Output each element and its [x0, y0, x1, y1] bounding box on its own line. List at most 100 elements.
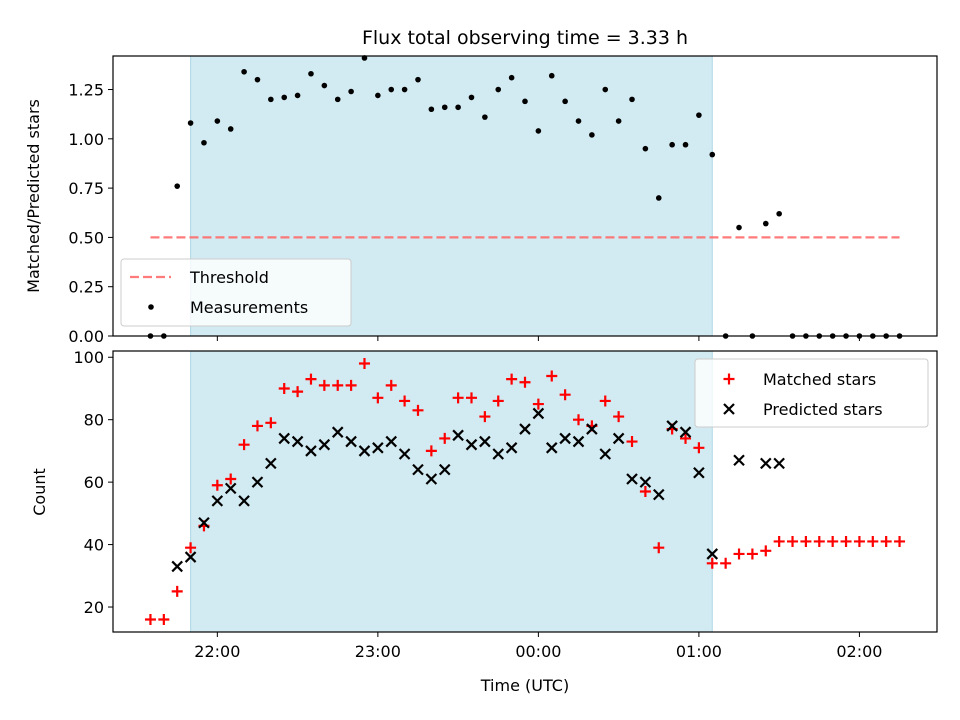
- measurement-point: [294, 92, 301, 99]
- predicted-star-point: [545, 442, 558, 454]
- x-tick-label: 22:00: [194, 642, 240, 661]
- measurement-point: [455, 104, 461, 111]
- matched-star-point: [773, 535, 785, 547]
- measurement-point: [562, 98, 568, 105]
- predicted-star-point: [305, 445, 317, 457]
- x-tick-label: 02:00: [836, 642, 882, 661]
- measurement-point: [441, 104, 448, 111]
- bottom-y-tick-label: 40: [84, 536, 104, 555]
- top-y-tick-label: 1.25: [68, 81, 104, 100]
- measurement-point: [428, 106, 435, 113]
- matched-star-point: [372, 392, 384, 404]
- measurement-point: [642, 145, 649, 152]
- top-y-tick-label: 0.00: [68, 327, 104, 346]
- predicted-star-point: [425, 473, 438, 485]
- legend-matched-swatch: [723, 373, 735, 385]
- matched-star-point: [639, 486, 651, 497]
- measurement-point: [482, 114, 488, 120]
- matched-star-point: [733, 548, 745, 560]
- measurement-point: [241, 68, 247, 75]
- predicted-star-point: [412, 463, 424, 476]
- matched-star-point: [332, 379, 344, 391]
- matched-star-point: [813, 535, 825, 547]
- measurement-point: [334, 96, 341, 103]
- predicted-star-point: [599, 448, 612, 460]
- matched-star-point: [720, 557, 732, 569]
- measurement-point: [308, 70, 314, 77]
- matched-star-point: [399, 395, 411, 407]
- predicted-star-point: [291, 435, 304, 448]
- predicted-star-point: [773, 457, 785, 470]
- measurement-point: [281, 94, 288, 101]
- matched-star-point: [559, 389, 571, 401]
- predicted-star-point: [760, 457, 772, 470]
- measurement-point: [321, 82, 328, 89]
- measurement-point: [736, 224, 742, 231]
- bottom-y-tick-label: 20: [84, 598, 104, 617]
- predicted-star-point: [572, 435, 585, 448]
- matched-star-point: [760, 545, 772, 557]
- matched-star-point: [278, 382, 290, 394]
- matched-star-point: [853, 535, 865, 547]
- bottom-y-tick-label: 100: [73, 348, 104, 367]
- matched-star-point: [653, 542, 665, 554]
- measurement-point: [201, 139, 207, 146]
- measurement-point: [375, 92, 381, 99]
- measurement-point: [388, 86, 395, 93]
- matched-star-point: [238, 439, 250, 451]
- measurement-point: [401, 86, 408, 93]
- matched-star-point: [265, 417, 277, 429]
- matched-star-point: [292, 386, 304, 398]
- predicted-star-point: [224, 482, 237, 495]
- measurement-point: [629, 96, 635, 103]
- bottom-y-axis-label: Count: [30, 468, 49, 516]
- bottom-series-matched-stars: [144, 357, 906, 626]
- matched-star-point: [827, 535, 839, 547]
- predicted-star-point: [532, 407, 545, 420]
- matched-star-point: [506, 373, 518, 385]
- matched-star-point: [345, 379, 357, 391]
- predicted-star-point: [519, 423, 531, 435]
- measurement-point: [589, 132, 595, 138]
- matched-star-point: [144, 614, 156, 626]
- measurement-point: [348, 88, 354, 95]
- top-y-tick-label: 0.75: [68, 179, 104, 198]
- x-tick-label: 01:00: [676, 642, 722, 661]
- predicted-star-point: [679, 426, 692, 438]
- measurement-point: [254, 76, 261, 83]
- predicted-star-point: [492, 448, 505, 460]
- measurement-point: [508, 74, 515, 81]
- matched-star-point: [599, 395, 611, 407]
- measurement-point: [187, 120, 194, 126]
- measurement-point: [174, 183, 181, 189]
- bottom-axes-frame: [112, 350, 938, 633]
- matched-star-point: [787, 535, 799, 547]
- matched-star-point: [573, 414, 585, 426]
- predicted-star-point: [652, 488, 665, 501]
- matched-star-point: [412, 404, 424, 416]
- matched-star-point: [251, 420, 263, 432]
- matched-star-point: [840, 535, 852, 547]
- top-y-axis-label: Matched/Predicted stars: [24, 99, 43, 293]
- predicted-star-point: [479, 435, 491, 448]
- matched-star-point: [867, 535, 879, 547]
- predicted-star-point: [211, 495, 224, 507]
- matched-star-point: [613, 411, 625, 423]
- measurement-point: [682, 141, 689, 148]
- predicted-star-point: [586, 423, 598, 435]
- bottom-legend: Matched stars Predicted stars: [694, 358, 929, 428]
- bottom-y-tick-label: 60: [84, 473, 104, 492]
- matched-star-point: [318, 379, 330, 391]
- matched-star-point: [546, 370, 558, 382]
- measurement-point: [615, 118, 622, 124]
- measurement-point: [776, 210, 782, 217]
- predicted-star-point: [505, 442, 518, 454]
- measurement-point: [268, 96, 274, 103]
- top-y-tick-label: 1.00: [68, 130, 104, 149]
- predicted-star-point: [278, 432, 290, 445]
- legend-box: [120, 258, 352, 327]
- measurement-point: [214, 118, 221, 124]
- measurement-point: [669, 141, 675, 148]
- top-y-tick-label: 0.25: [68, 278, 104, 297]
